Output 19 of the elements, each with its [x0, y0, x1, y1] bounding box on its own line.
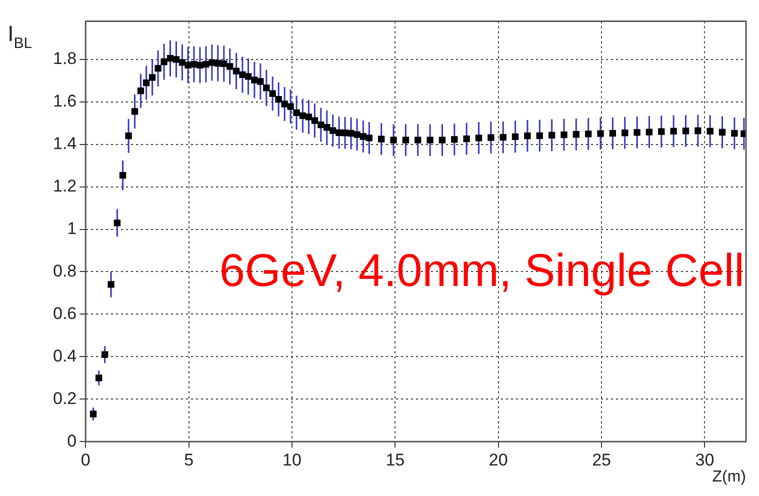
- y-tick-label: 1.8: [52, 49, 77, 68]
- x-tick-label: 10: [282, 450, 302, 470]
- x-tick-label: 20: [488, 450, 508, 470]
- x-axis-title: Z(m): [712, 468, 746, 486]
- y-tick-label: 0.8: [52, 261, 77, 280]
- y-tick-label: 1.6: [52, 92, 77, 111]
- y-tick-label: 0.6: [52, 304, 77, 323]
- x-tick-label: 30: [695, 450, 714, 470]
- x-tick-label: 5: [184, 450, 194, 470]
- y-tick-label: 0.4: [52, 346, 77, 366]
- x-tick-label: 15: [386, 450, 405, 470]
- annotation: 6GeV, 4.0mm, Single Cell: [219, 244, 744, 296]
- y-tick-label: 1.4: [52, 134, 77, 154]
- y-tick-label: 1: [67, 218, 77, 238]
- y-tick-label: 0.2: [52, 388, 77, 408]
- y-tick-label: 0: [67, 431, 77, 450]
- x-tick-label: 0: [80, 450, 90, 470]
- y-tick-label: 1.2: [52, 176, 77, 196]
- x-tick-label: 25: [592, 450, 612, 470]
